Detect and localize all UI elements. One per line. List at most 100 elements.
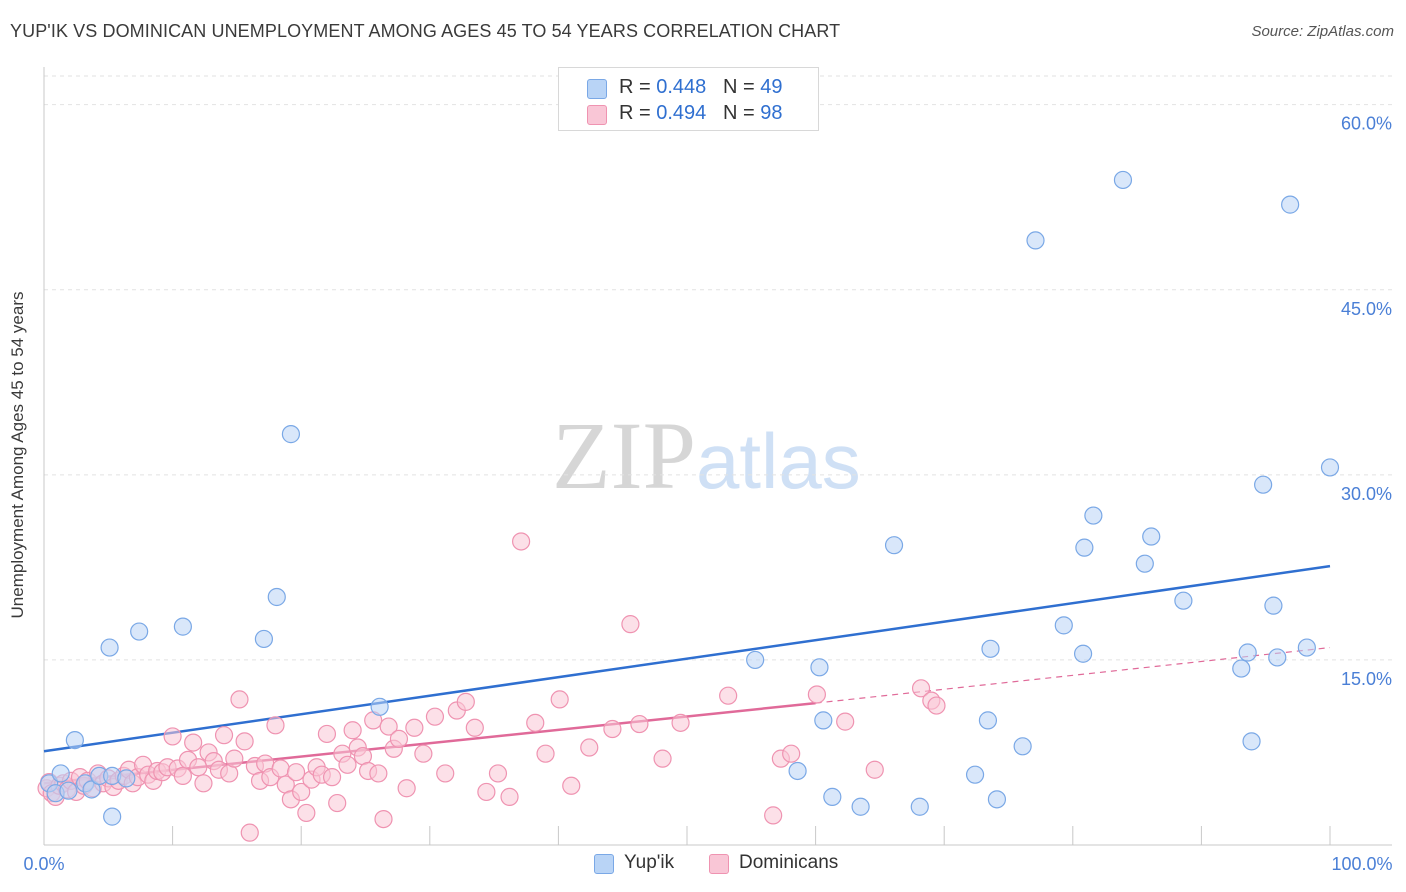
- tick-labels: 15.0% 30.0% 45.0% 60.0% 0.0% 100.0%: [23, 114, 1392, 874]
- point-yupik: [117, 769, 136, 788]
- point-yupik: [1232, 659, 1251, 678]
- trend-line-yupik: [43, 564, 1331, 753]
- point-dominicans: [456, 692, 475, 711]
- point-yupik: [82, 780, 101, 799]
- point-yupik: [814, 711, 833, 730]
- point-dominicans: [630, 714, 649, 734]
- point-dominicans: [225, 749, 244, 768]
- point-yupik: [1075, 538, 1094, 557]
- point-yupik: [1073, 644, 1093, 663]
- point-dominicans: [286, 763, 306, 782]
- legend-r-value-yupik: 0.448: [656, 76, 707, 98]
- point-dominicans: [271, 759, 290, 778]
- point-dominicans: [389, 729, 409, 748]
- point-yupik: [788, 761, 807, 781]
- source-label: Source: ZipAtlas.com: [1251, 23, 1394, 40]
- point-yupik: [1084, 506, 1103, 525]
- legend-text-dominicans: R = 0.494 N = 98: [619, 102, 782, 125]
- point-yupik: [103, 807, 122, 826]
- point-yupik: [51, 764, 70, 783]
- legend-n-value-yupik: 49: [760, 76, 783, 98]
- point-dominicans: [865, 760, 884, 779]
- point-yupik: [851, 797, 870, 816]
- point-dominicans: [189, 758, 208, 777]
- bottom-legend-label-dominicans: Dominicans: [739, 852, 839, 873]
- point-yupik: [1254, 475, 1273, 494]
- point-dominicans: [317, 724, 337, 744]
- point-dominicans: [536, 744, 555, 763]
- point-dominicans: [297, 803, 316, 823]
- point-dominicans: [235, 732, 254, 751]
- legend-swatch-yupik: [587, 79, 607, 99]
- point-dominicans: [379, 717, 398, 736]
- point-yupik: [281, 425, 301, 444]
- point-yupik: [1297, 638, 1316, 657]
- point-dominicans: [562, 776, 581, 795]
- points-dominicans: [37, 532, 946, 842]
- legend-r-label-yupik: R =: [619, 76, 657, 98]
- point-yupik: [810, 658, 829, 677]
- point-dominicans: [465, 718, 484, 737]
- bottom-legend-swatch-yupik: [594, 854, 614, 874]
- point-yupik: [965, 765, 985, 784]
- point-yupik: [1281, 195, 1300, 214]
- point-yupik: [823, 787, 842, 806]
- point-dominicans: [436, 764, 455, 783]
- point-dominicans: [184, 733, 203, 752]
- point-dominicans: [500, 787, 519, 806]
- point-yupik: [1026, 231, 1045, 250]
- point-dominicans: [782, 744, 801, 763]
- legend-r-label-dominicans: R =: [619, 102, 657, 124]
- points-yupik: [40, 170, 1340, 826]
- point-dominicans: [488, 764, 508, 783]
- point-yupik: [1242, 732, 1261, 751]
- point-yupik: [1013, 737, 1032, 756]
- point-yupik: [130, 622, 149, 641]
- point-dominicans: [719, 686, 738, 705]
- point-dominicans: [194, 774, 213, 793]
- point-dominicans: [836, 712, 855, 731]
- point-yupik: [173, 617, 192, 636]
- point-dominicans: [328, 793, 347, 813]
- point-dominicans: [621, 615, 640, 634]
- x-tick-label: 100.0%: [1331, 854, 1392, 874]
- point-dominicans: [526, 713, 545, 732]
- point-yupik: [370, 697, 389, 716]
- bottom-legend-label-yupik: Yup'ik: [624, 852, 675, 873]
- legend: R = 0.448 N = 49 R = 0.494 N = 98: [558, 67, 819, 131]
- legend-swatch-dominicans: [587, 105, 607, 125]
- y-tick-label: 30.0%: [1341, 484, 1392, 504]
- legend-text-yupik: R = 0.448 N = 49: [619, 76, 782, 99]
- x-tick-label: 0.0%: [23, 854, 64, 874]
- point-dominicans: [512, 532, 531, 551]
- point-yupik: [65, 731, 84, 750]
- point-dominicans: [653, 749, 672, 768]
- axes: [43, 67, 1392, 846]
- point-yupik: [1238, 643, 1257, 662]
- grid-lines: [44, 75, 1392, 661]
- point-dominicans: [397, 779, 416, 798]
- y-tick-label: 60.0%: [1341, 114, 1392, 134]
- legend-n-label-yupik: N =: [722, 76, 761, 98]
- point-dominicans: [550, 690, 569, 709]
- point-dominicans: [338, 755, 357, 774]
- point-dominicans: [414, 744, 433, 763]
- point-yupik: [884, 536, 904, 555]
- point-yupik: [1264, 596, 1283, 615]
- legend-n-value-dominicans: 98: [760, 102, 783, 124]
- point-yupik: [1142, 527, 1161, 546]
- y-tick-label: 45.0%: [1341, 299, 1392, 319]
- point-dominicans: [580, 738, 599, 757]
- point-yupik: [1054, 616, 1073, 635]
- point-yupik: [1320, 458, 1340, 477]
- point-yupik: [978, 711, 998, 730]
- point-yupik: [100, 638, 119, 657]
- point-dominicans: [764, 806, 783, 825]
- point-dominicans: [477, 782, 496, 802]
- point-yupik: [1135, 554, 1154, 573]
- point-dominicans: [214, 726, 234, 745]
- legend-r-value-dominicans: 0.494: [656, 102, 707, 124]
- point-yupik: [981, 639, 1000, 658]
- point-yupik: [910, 797, 929, 816]
